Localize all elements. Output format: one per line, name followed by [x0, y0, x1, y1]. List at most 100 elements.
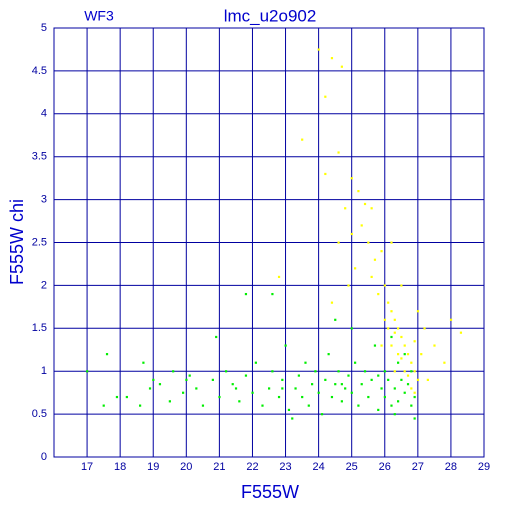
point: [393, 413, 396, 416]
point: [139, 404, 142, 407]
point: [277, 395, 281, 399]
point: [377, 374, 380, 377]
chart-title: lmc_u2o902: [224, 6, 317, 25]
point: [125, 395, 128, 399]
point: [311, 383, 314, 386]
point: [459, 331, 463, 334]
x-tick-label: 19: [147, 461, 159, 473]
point: [344, 207, 347, 210]
point: [423, 327, 426, 330]
point: [350, 232, 353, 236]
point: [195, 387, 198, 390]
x-tick-label: 18: [114, 461, 126, 473]
x-tick-label: 28: [445, 461, 457, 473]
point: [271, 370, 274, 373]
point: [400, 357, 403, 360]
point: [324, 172, 327, 176]
point: [218, 395, 221, 399]
point: [307, 404, 310, 407]
point: [337, 151, 340, 154]
x-tick-label: 24: [312, 461, 324, 473]
point: [377, 292, 380, 296]
point: [317, 391, 320, 394]
point: [373, 344, 377, 347]
point: [387, 378, 390, 381]
y-axis-label: F555W chi: [7, 199, 27, 285]
point: [393, 387, 396, 390]
point: [277, 275, 281, 279]
point: [397, 353, 400, 356]
point: [413, 340, 416, 343]
point: [400, 378, 403, 381]
point: [317, 48, 320, 51]
y-tick-label: 0: [41, 451, 47, 463]
point: [403, 353, 406, 356]
y-tick-label: 5: [41, 22, 47, 34]
y-tick-label: 0.5: [32, 408, 47, 420]
point: [301, 395, 304, 399]
point: [301, 138, 304, 141]
point: [387, 301, 390, 304]
plot-frame: [53, 27, 485, 458]
point: [244, 374, 248, 377]
point: [297, 374, 300, 377]
y-tick-label: 2: [41, 279, 47, 291]
point: [350, 177, 353, 180]
point: [390, 344, 393, 347]
point: [393, 318, 396, 321]
point: [416, 378, 420, 381]
x-tick-label: 21: [213, 461, 225, 473]
point: [284, 344, 287, 347]
point: [86, 370, 89, 373]
point: [185, 378, 188, 381]
annotation: WF3: [84, 8, 114, 24]
point: [350, 327, 353, 330]
y-tick-label: 4.5: [32, 65, 47, 77]
point: [367, 395, 370, 399]
point: [324, 378, 327, 381]
point: [406, 374, 410, 377]
point: [403, 391, 406, 394]
point: [413, 395, 416, 399]
point: [330, 57, 334, 60]
point: [357, 190, 360, 193]
point: [383, 318, 386, 321]
point: [400, 284, 403, 287]
point: [340, 400, 343, 403]
point: [188, 374, 191, 377]
point: [410, 387, 413, 390]
point: [390, 310, 393, 313]
point: [271, 292, 274, 296]
point: [370, 207, 373, 210]
y-tick-label: 2.5: [32, 236, 47, 248]
x-tick-label: 29: [478, 461, 490, 473]
point: [406, 353, 410, 356]
point: [172, 370, 175, 373]
point: [397, 327, 400, 330]
point: [360, 383, 363, 386]
point: [449, 318, 453, 321]
point: [238, 400, 241, 403]
point: [261, 404, 264, 407]
point: [370, 378, 373, 381]
point: [281, 378, 284, 381]
y-tick-label: 4: [41, 108, 47, 120]
point: [416, 310, 420, 313]
point: [426, 378, 429, 381]
point: [390, 335, 393, 339]
point: [443, 361, 446, 364]
point: [380, 387, 383, 390]
point: [377, 408, 380, 412]
point: [380, 250, 383, 253]
point: [383, 370, 386, 373]
point: [148, 387, 152, 390]
point: [254, 361, 257, 364]
point: [268, 387, 271, 390]
point: [383, 284, 386, 287]
point: [251, 391, 254, 394]
point: [337, 370, 340, 373]
point: [367, 241, 370, 244]
point: [304, 361, 307, 364]
y-tick-label: 3.5: [32, 151, 47, 163]
y-tick-label: 1.5: [32, 322, 47, 334]
